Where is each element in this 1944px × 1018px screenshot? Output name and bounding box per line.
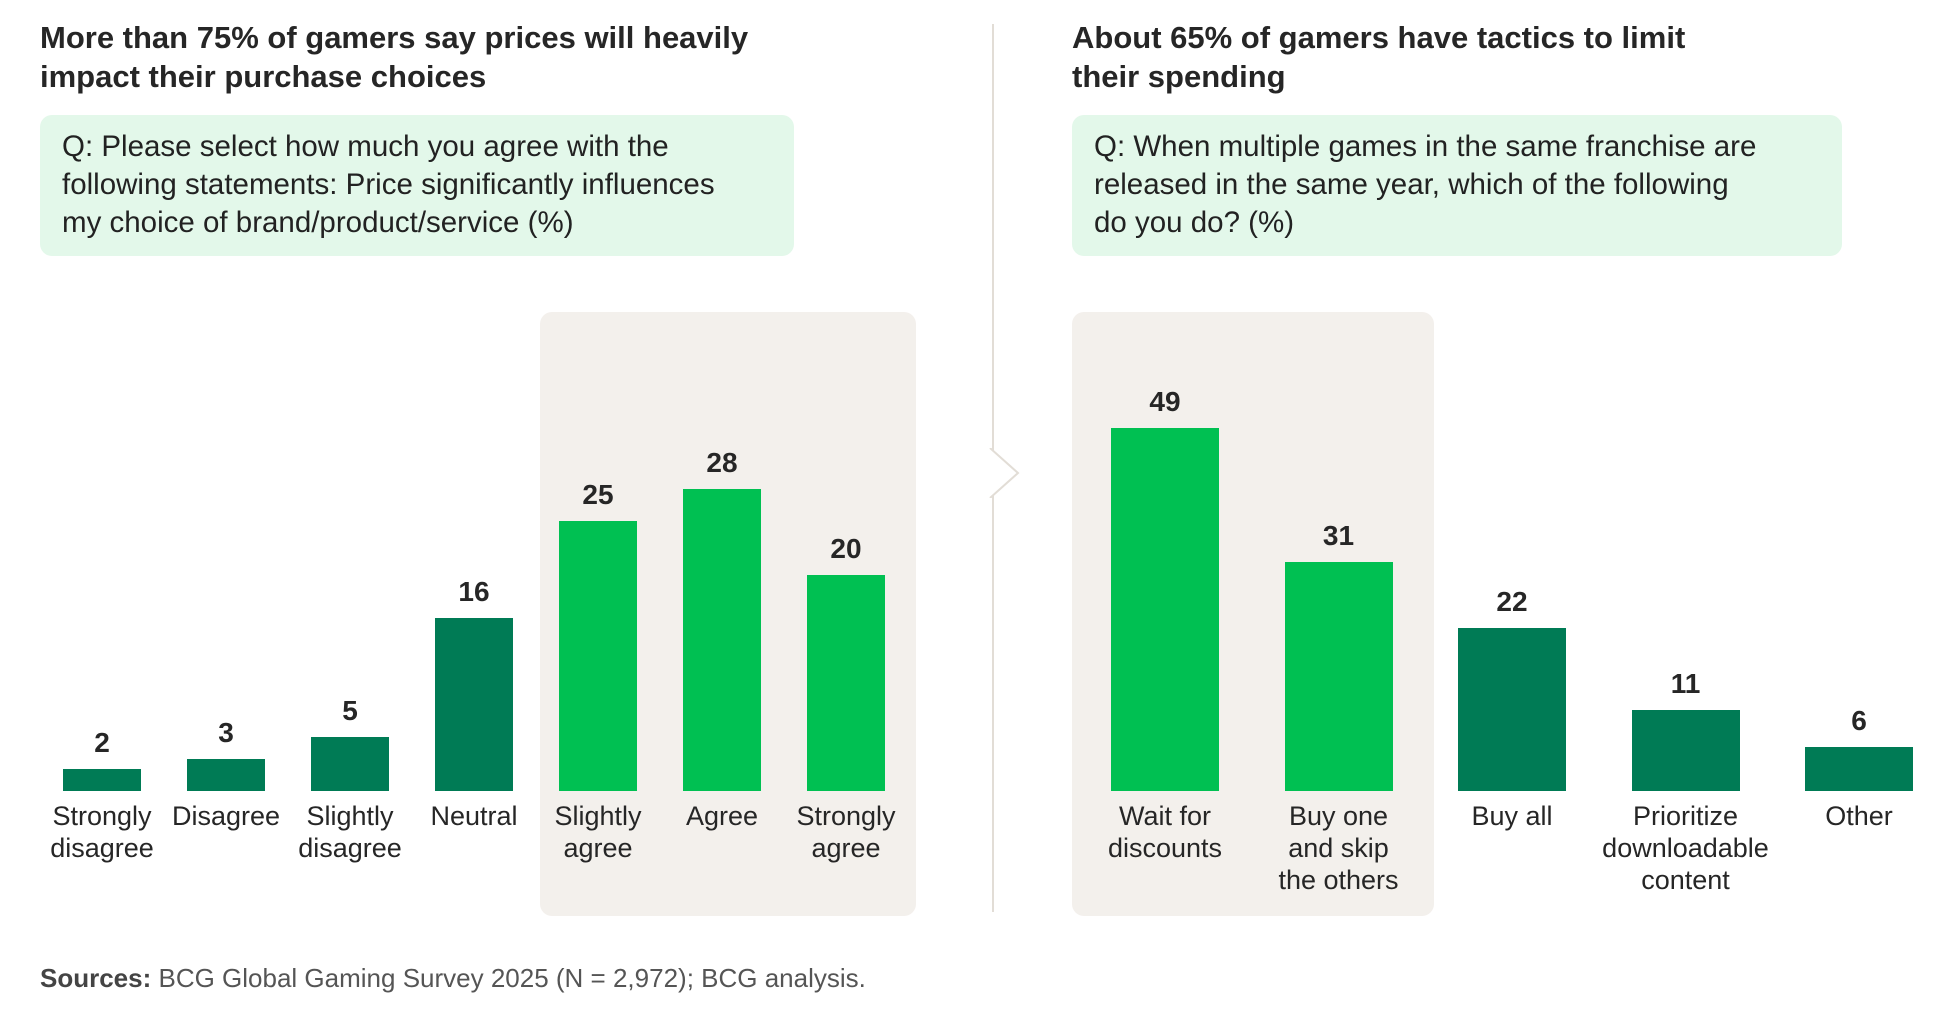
category-label: Disagree — [141, 800, 311, 832]
category-label-line: Strongly — [796, 801, 896, 831]
category-label: Strongly agree — [761, 800, 931, 864]
bar-value-label: 31 — [1322, 519, 1355, 551]
bar — [435, 618, 513, 791]
bar — [683, 488, 761, 791]
right-title-line-2: their spending — [1072, 59, 1286, 94]
bar-value-label: 28 — [706, 446, 738, 478]
bar — [1458, 628, 1566, 791]
category-label-line: Buy one — [1288, 801, 1389, 831]
left-title-line-1: More than 75% of gamers say prices will … — [40, 20, 749, 55]
bar — [1111, 428, 1219, 791]
bar-value-label: 25 — [582, 479, 614, 510]
left-title-line-2: impact their purchase choices — [40, 59, 487, 94]
category-label: Wait for discounts — [1080, 800, 1250, 864]
category-label: Neutral — [389, 800, 559, 832]
category-label-line: the others — [1278, 865, 1399, 895]
bar-value-label: 5 — [342, 695, 358, 726]
bar-value-label: 3 — [218, 716, 234, 748]
category-label-line: content — [1641, 865, 1730, 895]
source-note: Sources: BCG Global Gaming Survey 2025 (… — [40, 963, 866, 994]
right-question-line-1: Q: When multiple games in the same franc… — [1094, 130, 1757, 163]
left-question-line-3: my choice of brand/product/service (%) — [62, 206, 574, 239]
bar-value-label: 20 — [830, 533, 862, 564]
source-text: BCG Global Gaming Survey 2025 (N = 2,972… — [151, 963, 866, 993]
category-label-line: and skip — [1288, 833, 1389, 863]
left-chart-title: More than 75% of gamers say prices will … — [40, 18, 840, 96]
category-label: Prioritize downloadable content — [1601, 800, 1771, 896]
bar — [1805, 746, 1913, 791]
category-label: Agree — [637, 800, 807, 832]
right-question-line-2: released in the same year, which of the … — [1094, 168, 1729, 201]
right-title-line-1: About 65% of gamers have tactics to limi… — [1072, 20, 1686, 55]
category-label: Other — [1774, 800, 1944, 832]
bar-value-label: 16 — [458, 576, 490, 608]
category-label-line: Prioritize — [1632, 801, 1739, 831]
left-question-line-2: following statements: Price significantl… — [62, 168, 715, 201]
right-question-line-3: do you do? (%) — [1094, 206, 1295, 239]
category-label-line: disagree — [298, 833, 402, 863]
left-question-box: Q: Please select how much you agree with… — [40, 115, 794, 256]
bar-value-label: 22 — [1496, 586, 1528, 618]
bar — [807, 575, 885, 791]
category-label-line: Buy all — [1471, 801, 1553, 831]
category-label: Slightly disagree — [265, 800, 435, 864]
bar — [1284, 561, 1393, 791]
bar — [559, 521, 637, 791]
category-label-line: Disagree — [171, 801, 281, 831]
category-label-line: agree — [811, 833, 881, 863]
category-label-line: Neutral — [430, 801, 518, 831]
bar-value-label: 49 — [1149, 386, 1181, 418]
bar — [187, 758, 265, 791]
category-label: Slightly agree — [513, 800, 683, 864]
bar-value-label: 11 — [1670, 667, 1701, 699]
bar — [63, 769, 141, 791]
bar — [1631, 709, 1740, 791]
category-label-line: Other — [1825, 801, 1893, 831]
bar-value-label: 6 — [1851, 704, 1867, 736]
chevron-right-icon — [988, 448, 1020, 498]
category-label-line: Wait for — [1118, 801, 1211, 831]
right-question-box: Q: When multiple games in the same franc… — [1072, 115, 1842, 256]
category-label-line: Agree — [685, 801, 759, 831]
category-label-line: disagree — [50, 833, 154, 863]
right-chart-title: About 65% of gamers have tactics to limi… — [1072, 18, 1872, 96]
source-label: Sources: — [40, 963, 152, 993]
bar-value-label: 2 — [94, 727, 110, 759]
category-label: Buy all — [1427, 800, 1597, 832]
bar — [311, 737, 389, 791]
category-label: Strongly disagree — [17, 800, 187, 864]
category-label-line: Slightly — [306, 801, 394, 831]
category-label-line: discounts — [1107, 833, 1223, 863]
category-label-line: agree — [563, 833, 633, 863]
category-label-line: Slightly — [554, 801, 642, 831]
category-label-line: downloadable — [1602, 833, 1769, 863]
category-label-line: Strongly — [52, 801, 152, 831]
left-question-line-1: Q: Please select how much you agree with… — [62, 130, 669, 163]
category-label: Buy one and skip the others — [1254, 800, 1424, 896]
